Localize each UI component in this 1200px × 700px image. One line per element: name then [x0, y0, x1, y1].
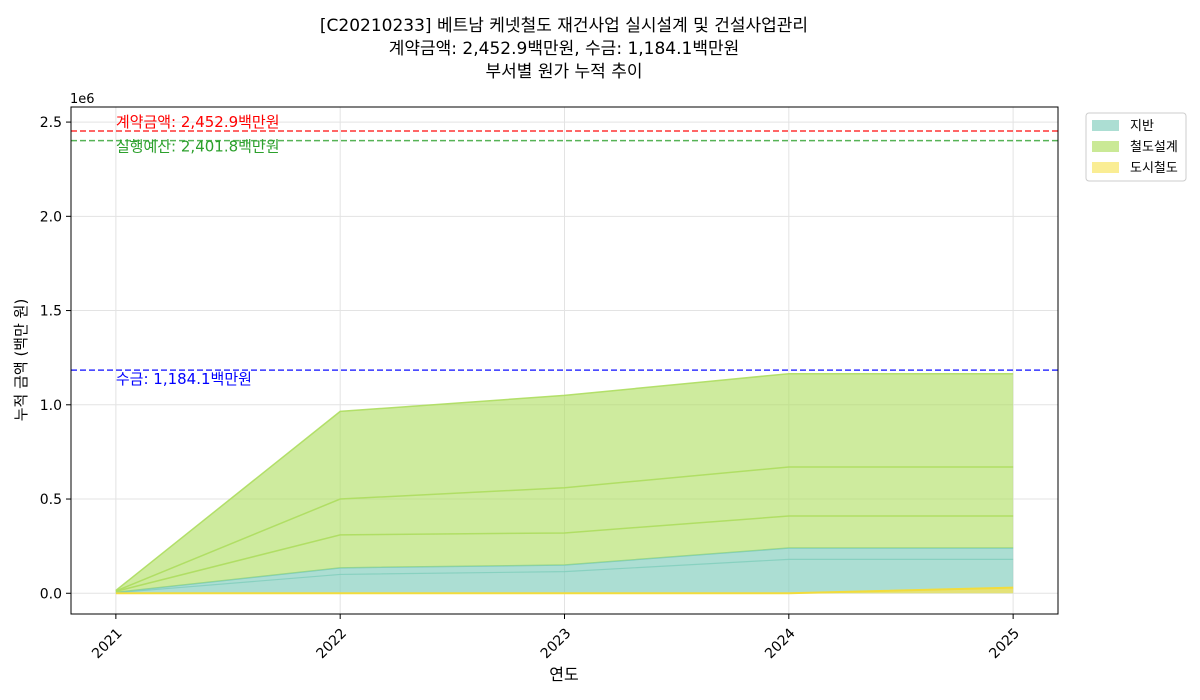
- reference-line-label: 수금: 1,184.1백만원: [116, 370, 252, 388]
- line-urban-railway: [115, 586, 1014, 595]
- y-tick-label: 1.0: [40, 398, 62, 414]
- y-axis-label: 누적 금액 (백만 원): [12, 299, 30, 422]
- x-tick-label: 2024: [762, 625, 799, 662]
- legend-label: 도시철도: [1130, 161, 1178, 176]
- y-axis: 0.0 0.5 1.0 1.5 2.0 2.5: [40, 115, 71, 602]
- legend-swatch: [1092, 141, 1119, 152]
- y-tick-label: 0.0: [40, 586, 62, 602]
- x-axis: 2021 2022 2023 2024 2025: [89, 614, 1023, 662]
- x-tick-label: 2023: [538, 626, 575, 663]
- y-tick-label: 2.5: [40, 115, 62, 131]
- area-railway-design: [115, 373, 1014, 592]
- y-tick-label: 2.0: [40, 209, 62, 225]
- x-tick-label: 2025: [986, 626, 1023, 663]
- y-tick-label: 0.5: [40, 492, 62, 508]
- chart-title-line: 부서별 원가 누적 추이: [486, 62, 643, 82]
- chart-title-line: 계약금액: 2,452.9백만원, 수금: 1,184.1백만원: [389, 39, 740, 59]
- x-tick-label: 2021: [89, 626, 126, 663]
- reference-line-label: 실행예산: 2,401.8백만원: [116, 138, 280, 156]
- legend-label: 지반: [1130, 119, 1154, 134]
- legend-swatch: [1092, 162, 1119, 173]
- line-jiban-inner: [115, 558, 1014, 594]
- legend-swatch: [1092, 120, 1119, 131]
- line-railway-design: [115, 372, 1014, 592]
- x-tick-label: 2022: [313, 626, 350, 663]
- y-tick-label: 1.5: [40, 304, 62, 320]
- legend-label: 철도설계: [1130, 140, 1178, 155]
- chart-title: [C20210233] 베트남 케넷철도 재건사업 실시설계 및 건설사업관리계…: [320, 16, 808, 82]
- chart-title-line: [C20210233] 베트남 케넷철도 재건사업 실시설계 및 건설사업관리: [320, 16, 808, 36]
- x-axis-label: 연도: [549, 665, 578, 684]
- reference-line-label: 계약금액: 2,452.9백만원: [116, 113, 280, 131]
- chart-areas: [115, 372, 1014, 595]
- y-offset-label: 1e6: [70, 92, 95, 107]
- area-railway-design: [115, 466, 1014, 592]
- area-urban-railway: [115, 587, 1014, 594]
